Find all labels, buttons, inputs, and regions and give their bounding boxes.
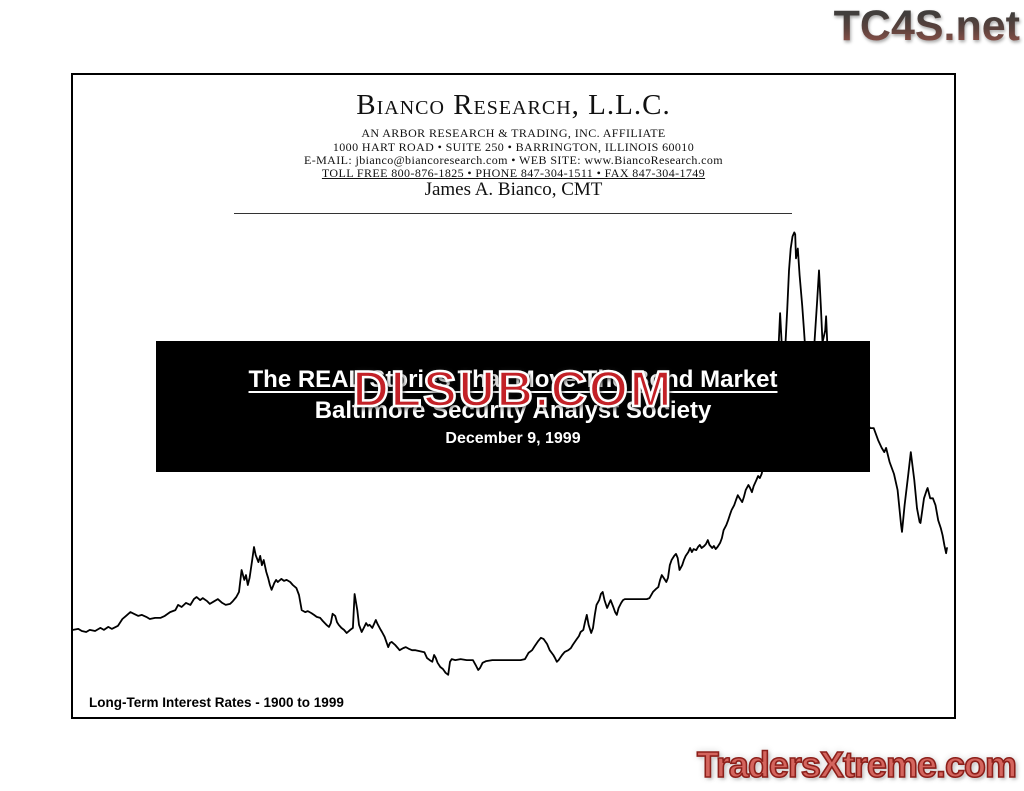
presentation-subtitle: Baltimore Security Analyst Society: [314, 397, 712, 424]
chart-title-label: Long-Term Interest Rates - 1900 to 1999: [89, 695, 344, 710]
contact-line: E-MAIL: jbianco@biancoresearch.com • WEB…: [303, 153, 724, 167]
presentation-date: December 9, 1999: [445, 430, 581, 447]
page-frame: Bianco Research, L.L.C. AN ARBOR RESEARC…: [71, 73, 956, 719]
phone-line: TOLL FREE 800-876-1825 • PHONE 847-304-1…: [321, 166, 706, 180]
tc4s-logo-watermark: TC4S.net: [833, 2, 1020, 50]
dlsub-watermark: DLSUB.COM: [351, 360, 674, 419]
author-name: James A. Bianco, CMT: [424, 179, 603, 200]
header-divider: [234, 213, 792, 214]
company-name: Bianco Research, L.L.C.: [356, 89, 671, 121]
title-banner: The REAL Stories That Move The Bond Mark…: [156, 341, 870, 472]
address-line: 1000 HART ROAD • SUITE 250 • BARRINGTON,…: [332, 140, 695, 154]
affiliate-line: AN ARBOR RESEARCH & TRADING, INC. AFFILI…: [361, 126, 666, 140]
tradersxtreme-logo-watermark: TradersXtreme.com: [696, 743, 1018, 786]
presentation-title: The REAL Stories That Move The Bond Mark…: [248, 366, 778, 393]
